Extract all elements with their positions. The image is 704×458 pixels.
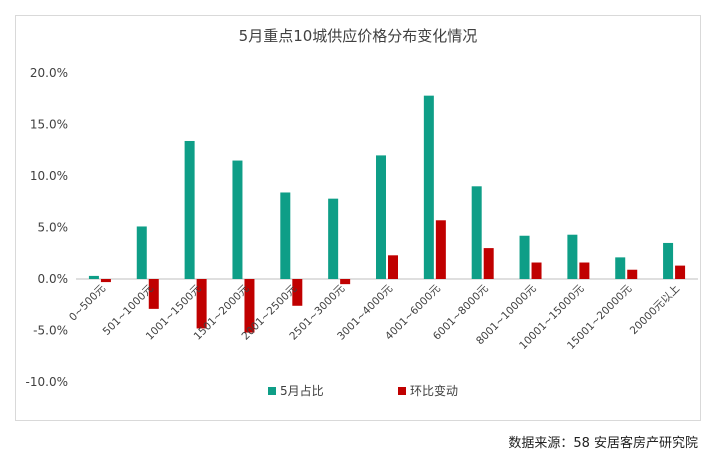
bar-change bbox=[196, 279, 207, 329]
bar-share bbox=[280, 192, 291, 279]
bar-share bbox=[184, 140, 195, 279]
bar-share bbox=[232, 160, 243, 279]
y-tick-label: -10.0% bbox=[26, 375, 68, 389]
bar-share bbox=[423, 95, 434, 279]
y-tick-label: 5.0% bbox=[38, 221, 69, 235]
bar-share bbox=[615, 257, 626, 279]
bar-change bbox=[579, 262, 590, 279]
bar-share bbox=[519, 235, 530, 279]
legend-swatch bbox=[398, 387, 406, 395]
y-tick-label: 0.0% bbox=[38, 272, 69, 286]
bar-change bbox=[292, 279, 303, 306]
bar-change bbox=[100, 279, 111, 283]
legend-swatch bbox=[268, 387, 276, 395]
bar-change bbox=[435, 220, 446, 279]
legend-label: 5月占比 bbox=[280, 383, 324, 398]
legend-label: 环比变动 bbox=[410, 383, 458, 398]
y-tick-label: -5.0% bbox=[33, 324, 68, 338]
x-category-label: 20000元以上 bbox=[628, 283, 682, 337]
bar-change bbox=[531, 262, 542, 279]
bar-change bbox=[340, 279, 351, 285]
y-tick-label: 20.0% bbox=[30, 66, 68, 80]
bar-change bbox=[675, 265, 686, 279]
bar-share bbox=[376, 155, 386, 279]
bar-change bbox=[244, 279, 255, 333]
bar-share bbox=[567, 234, 578, 279]
y-tick-label: 15.0% bbox=[30, 118, 68, 132]
bar-share bbox=[663, 242, 674, 279]
x-category-label: 0~500元 bbox=[67, 282, 108, 323]
bar-share bbox=[136, 226, 147, 279]
bar-share bbox=[471, 186, 482, 279]
bar-share bbox=[88, 275, 99, 279]
bar-change bbox=[627, 269, 638, 279]
bar-change bbox=[388, 255, 398, 279]
bar-change bbox=[148, 279, 159, 309]
chart-title: 5月重点10城供应价格分布变化情况 bbox=[238, 27, 478, 45]
y-tick-label: 10.0% bbox=[30, 169, 68, 183]
source-note: 数据来源：58 安居客房产研究院 bbox=[508, 436, 698, 451]
bar-share bbox=[328, 198, 339, 279]
bar-change bbox=[483, 248, 494, 279]
chart-frame bbox=[15, 15, 701, 421]
